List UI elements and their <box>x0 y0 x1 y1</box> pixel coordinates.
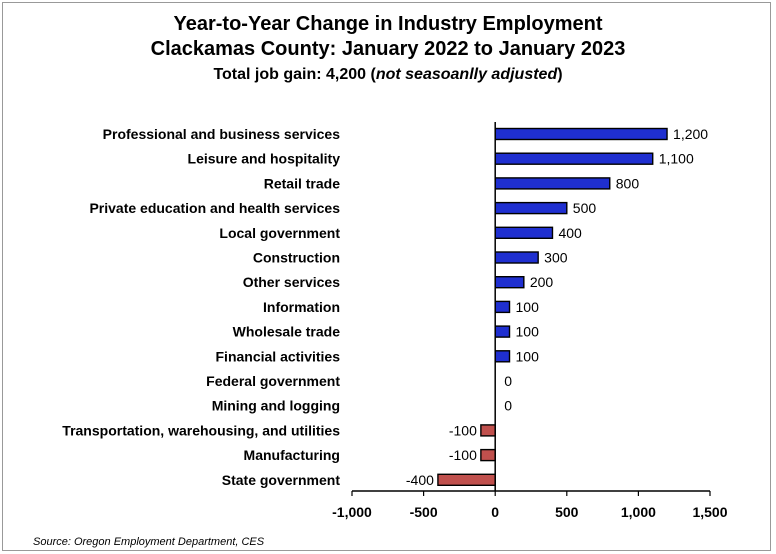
bars-layer: Professional and business services 1,200 L… <box>62 126 708 488</box>
data-label: 500 <box>573 200 597 216</box>
source-note: Source: Oregon Employment Department, CE… <box>33 536 265 548</box>
data-label: 0 <box>504 373 512 389</box>
category-label: Other services <box>243 274 340 290</box>
data-label: 100 <box>516 324 540 340</box>
bar <box>494 300 511 314</box>
category-label: Professional and business services <box>103 126 341 142</box>
data-label: -100 <box>449 447 477 463</box>
category-label: Transportation, warehousing, and utiliti… <box>62 422 340 438</box>
x-tick-label: -500 <box>410 504 438 520</box>
x-tick-label: 500 <box>555 504 579 520</box>
bar <box>494 276 525 289</box>
category-label: Federal government <box>206 373 340 389</box>
category-label: Retail trade <box>264 175 340 191</box>
category-label: Mining and logging <box>212 398 340 414</box>
category-label: Information <box>263 299 340 315</box>
bar <box>480 424 496 437</box>
bar <box>494 177 611 190</box>
x-tick-label: -1,000 <box>332 504 372 520</box>
chart-subtitle: Clackamas County: January 2022 to Januar… <box>151 38 626 60</box>
category-label: Construction <box>253 250 340 266</box>
bar <box>494 152 654 165</box>
data-label: 300 <box>544 250 568 266</box>
subtitle-2-italic: not seasoanlly adjusted <box>376 66 559 83</box>
x-tick-label: 1,000 <box>621 504 656 520</box>
data-label: 100 <box>516 299 540 315</box>
bar <box>480 448 496 462</box>
chart-subtitle-2: Total job gain: 4,200 (not seasoanlly ad… <box>213 66 562 83</box>
bar <box>494 251 539 264</box>
data-label: 400 <box>558 225 582 241</box>
data-label: 100 <box>516 348 540 364</box>
chart-title: Year-to-Year Change in Industry Employme… <box>174 13 603 35</box>
data-label: 800 <box>616 175 640 191</box>
x-tick-label: 0 <box>491 504 499 520</box>
data-label: 200 <box>530 274 554 290</box>
category-label: Local government <box>219 225 340 241</box>
axis-layer: -1,000 -500 0 500 1,000 1,500 <box>332 122 728 520</box>
data-label: 0 <box>504 398 512 414</box>
subtitle-2-suffix: ) <box>557 66 562 83</box>
category-label: Financial activities <box>216 348 341 364</box>
data-label: -400 <box>406 472 434 488</box>
category-label: Manufacturing <box>244 447 340 463</box>
bar <box>494 201 568 215</box>
bar <box>437 473 496 486</box>
data-label: 1,200 <box>673 126 708 142</box>
category-label: Leisure and hospitality <box>188 151 341 167</box>
category-label: State government <box>222 472 341 488</box>
category-label: Private education and health services <box>89 200 340 216</box>
bar <box>494 127 668 141</box>
data-label: 1,100 <box>659 151 694 167</box>
bar <box>494 350 511 363</box>
subtitle-2-prefix: Total job gain: 4,200 ( <box>213 66 376 83</box>
bar <box>494 325 511 338</box>
x-tick-label: 1,500 <box>692 504 727 520</box>
category-label: Wholesale trade <box>233 324 341 340</box>
bar <box>494 226 554 240</box>
data-label: -100 <box>449 422 477 438</box>
